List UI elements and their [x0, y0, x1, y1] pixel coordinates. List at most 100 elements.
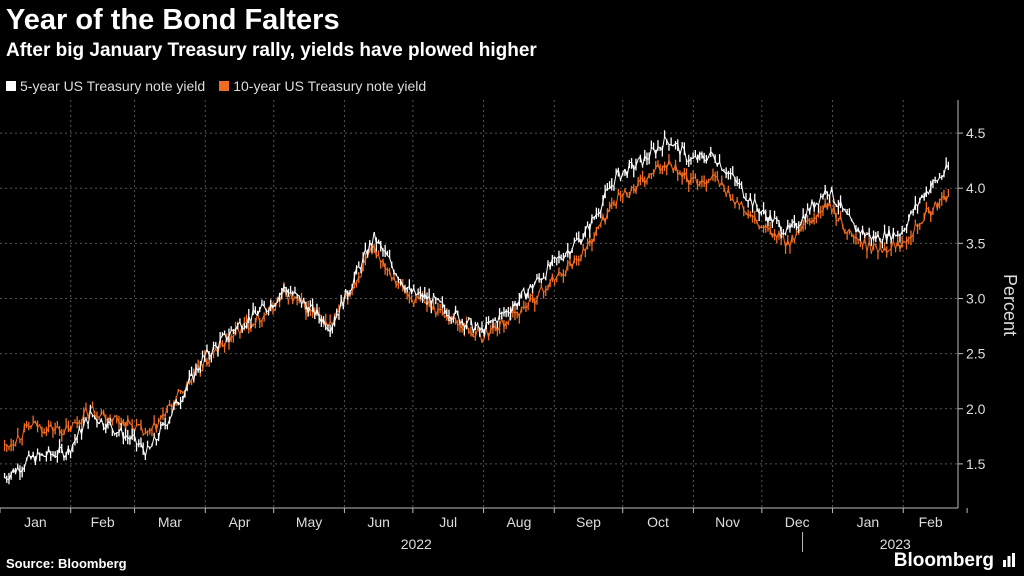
series-segment	[158, 418, 162, 423]
series-segment	[167, 403, 170, 407]
series-segment	[879, 247, 883, 253]
series-segment	[180, 390, 184, 393]
series-segment	[477, 323, 481, 331]
series-segment	[490, 320, 494, 322]
series-segment	[672, 163, 677, 173]
series-segment	[100, 418, 105, 428]
series-segment	[325, 326, 329, 330]
series-segment	[602, 215, 606, 223]
series-segment	[65, 425, 69, 428]
series-segment	[362, 249, 366, 257]
series-segment	[151, 436, 155, 447]
x-tick-label: Mar	[158, 514, 182, 530]
series-segment	[28, 453, 32, 459]
series-segment	[395, 283, 399, 286]
series-segment	[719, 161, 723, 170]
series-segment	[928, 208, 932, 217]
series-segment	[486, 321, 489, 324]
series-segment	[657, 164, 661, 171]
series-segment	[452, 309, 457, 320]
series-segment	[13, 443, 16, 446]
series-segment	[439, 301, 443, 303]
series-segment	[336, 313, 340, 316]
y-axis-label: Percent	[1000, 274, 1020, 336]
series-segment	[904, 227, 907, 231]
series-segment	[804, 219, 808, 224]
series-segment	[725, 188, 729, 196]
series-segment	[140, 443, 144, 450]
series-segment	[457, 313, 461, 324]
series-segment	[349, 287, 353, 293]
series-segment	[490, 327, 494, 331]
series-segment	[56, 446, 61, 457]
series-segment	[17, 467, 21, 473]
series-segment	[727, 188, 732, 201]
series-segment	[105, 421, 109, 430]
series-segment	[763, 209, 767, 216]
series-segment	[642, 155, 646, 167]
series-segment	[264, 313, 267, 316]
series-segment	[611, 202, 615, 204]
series-segment	[360, 264, 364, 278]
series-segment	[165, 424, 168, 427]
series-segment	[917, 223, 921, 228]
series-segment	[488, 329, 492, 338]
series-segment	[565, 249, 569, 255]
series-segment	[496, 326, 501, 332]
series-segment	[534, 277, 538, 284]
series-segment	[822, 202, 826, 211]
series-segment	[175, 399, 179, 406]
series-segment	[919, 195, 923, 201]
series-segment	[276, 295, 281, 303]
series-segment	[681, 171, 685, 178]
series-segment	[261, 314, 265, 321]
series-segment	[785, 224, 789, 234]
series-segment	[338, 299, 342, 315]
series-segment	[589, 217, 593, 232]
series-segment	[549, 258, 553, 268]
series-segment	[859, 228, 864, 234]
series-segment	[503, 321, 507, 328]
series-segment	[659, 168, 663, 172]
series-segment	[318, 317, 322, 323]
series-segment	[351, 285, 355, 292]
series-segment	[578, 237, 582, 244]
series-segment	[945, 164, 949, 169]
series-segment	[160, 423, 164, 427]
series-segment	[771, 217, 776, 224]
series-segment	[294, 296, 298, 299]
series-segment	[576, 258, 580, 261]
series-segment	[494, 319, 498, 324]
series-segment	[398, 278, 401, 281]
series-segment	[334, 315, 338, 322]
series-segment	[622, 168, 626, 174]
series-segment	[153, 421, 157, 431]
series-segment	[459, 324, 463, 329]
series-segment	[892, 240, 897, 249]
series-segment	[728, 171, 731, 175]
series-segment	[862, 229, 866, 236]
series-segment	[448, 315, 452, 320]
series-segment	[686, 160, 689, 162]
series-segment	[63, 425, 67, 436]
y-tick-label: 1.5	[966, 456, 986, 472]
series-segment	[657, 146, 661, 149]
series-segment	[936, 200, 941, 210]
series-segment	[778, 221, 782, 233]
series-segment	[89, 411, 93, 416]
x-tick-label: Jun	[367, 514, 390, 530]
series-segment	[743, 196, 747, 201]
series-segment	[444, 308, 448, 316]
series-segment	[842, 207, 846, 211]
series-segment	[690, 177, 694, 180]
series-segment	[697, 153, 701, 161]
series-segment	[210, 345, 215, 357]
series-segment	[595, 226, 599, 230]
series-segment	[934, 179, 938, 182]
series-segment	[804, 207, 809, 221]
series-segment	[323, 318, 327, 328]
series-segment	[59, 446, 63, 450]
series-segment	[578, 258, 582, 261]
series-segment	[646, 173, 650, 181]
